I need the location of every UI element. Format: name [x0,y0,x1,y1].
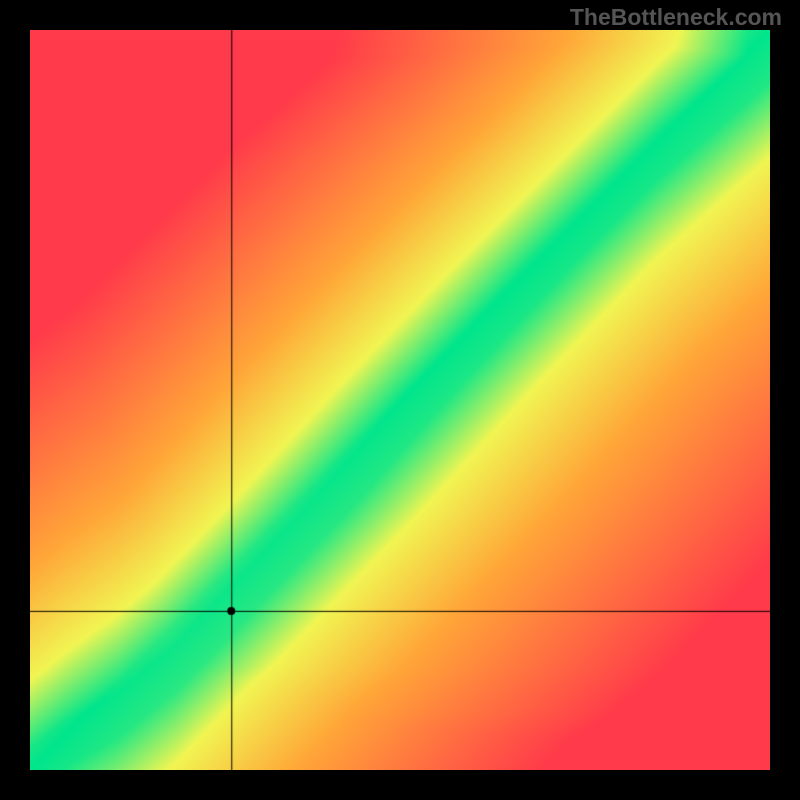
watermark-text: TheBottleneck.com [570,4,782,31]
chart-container: TheBottleneck.com [0,0,800,800]
heatmap-canvas [30,30,770,770]
